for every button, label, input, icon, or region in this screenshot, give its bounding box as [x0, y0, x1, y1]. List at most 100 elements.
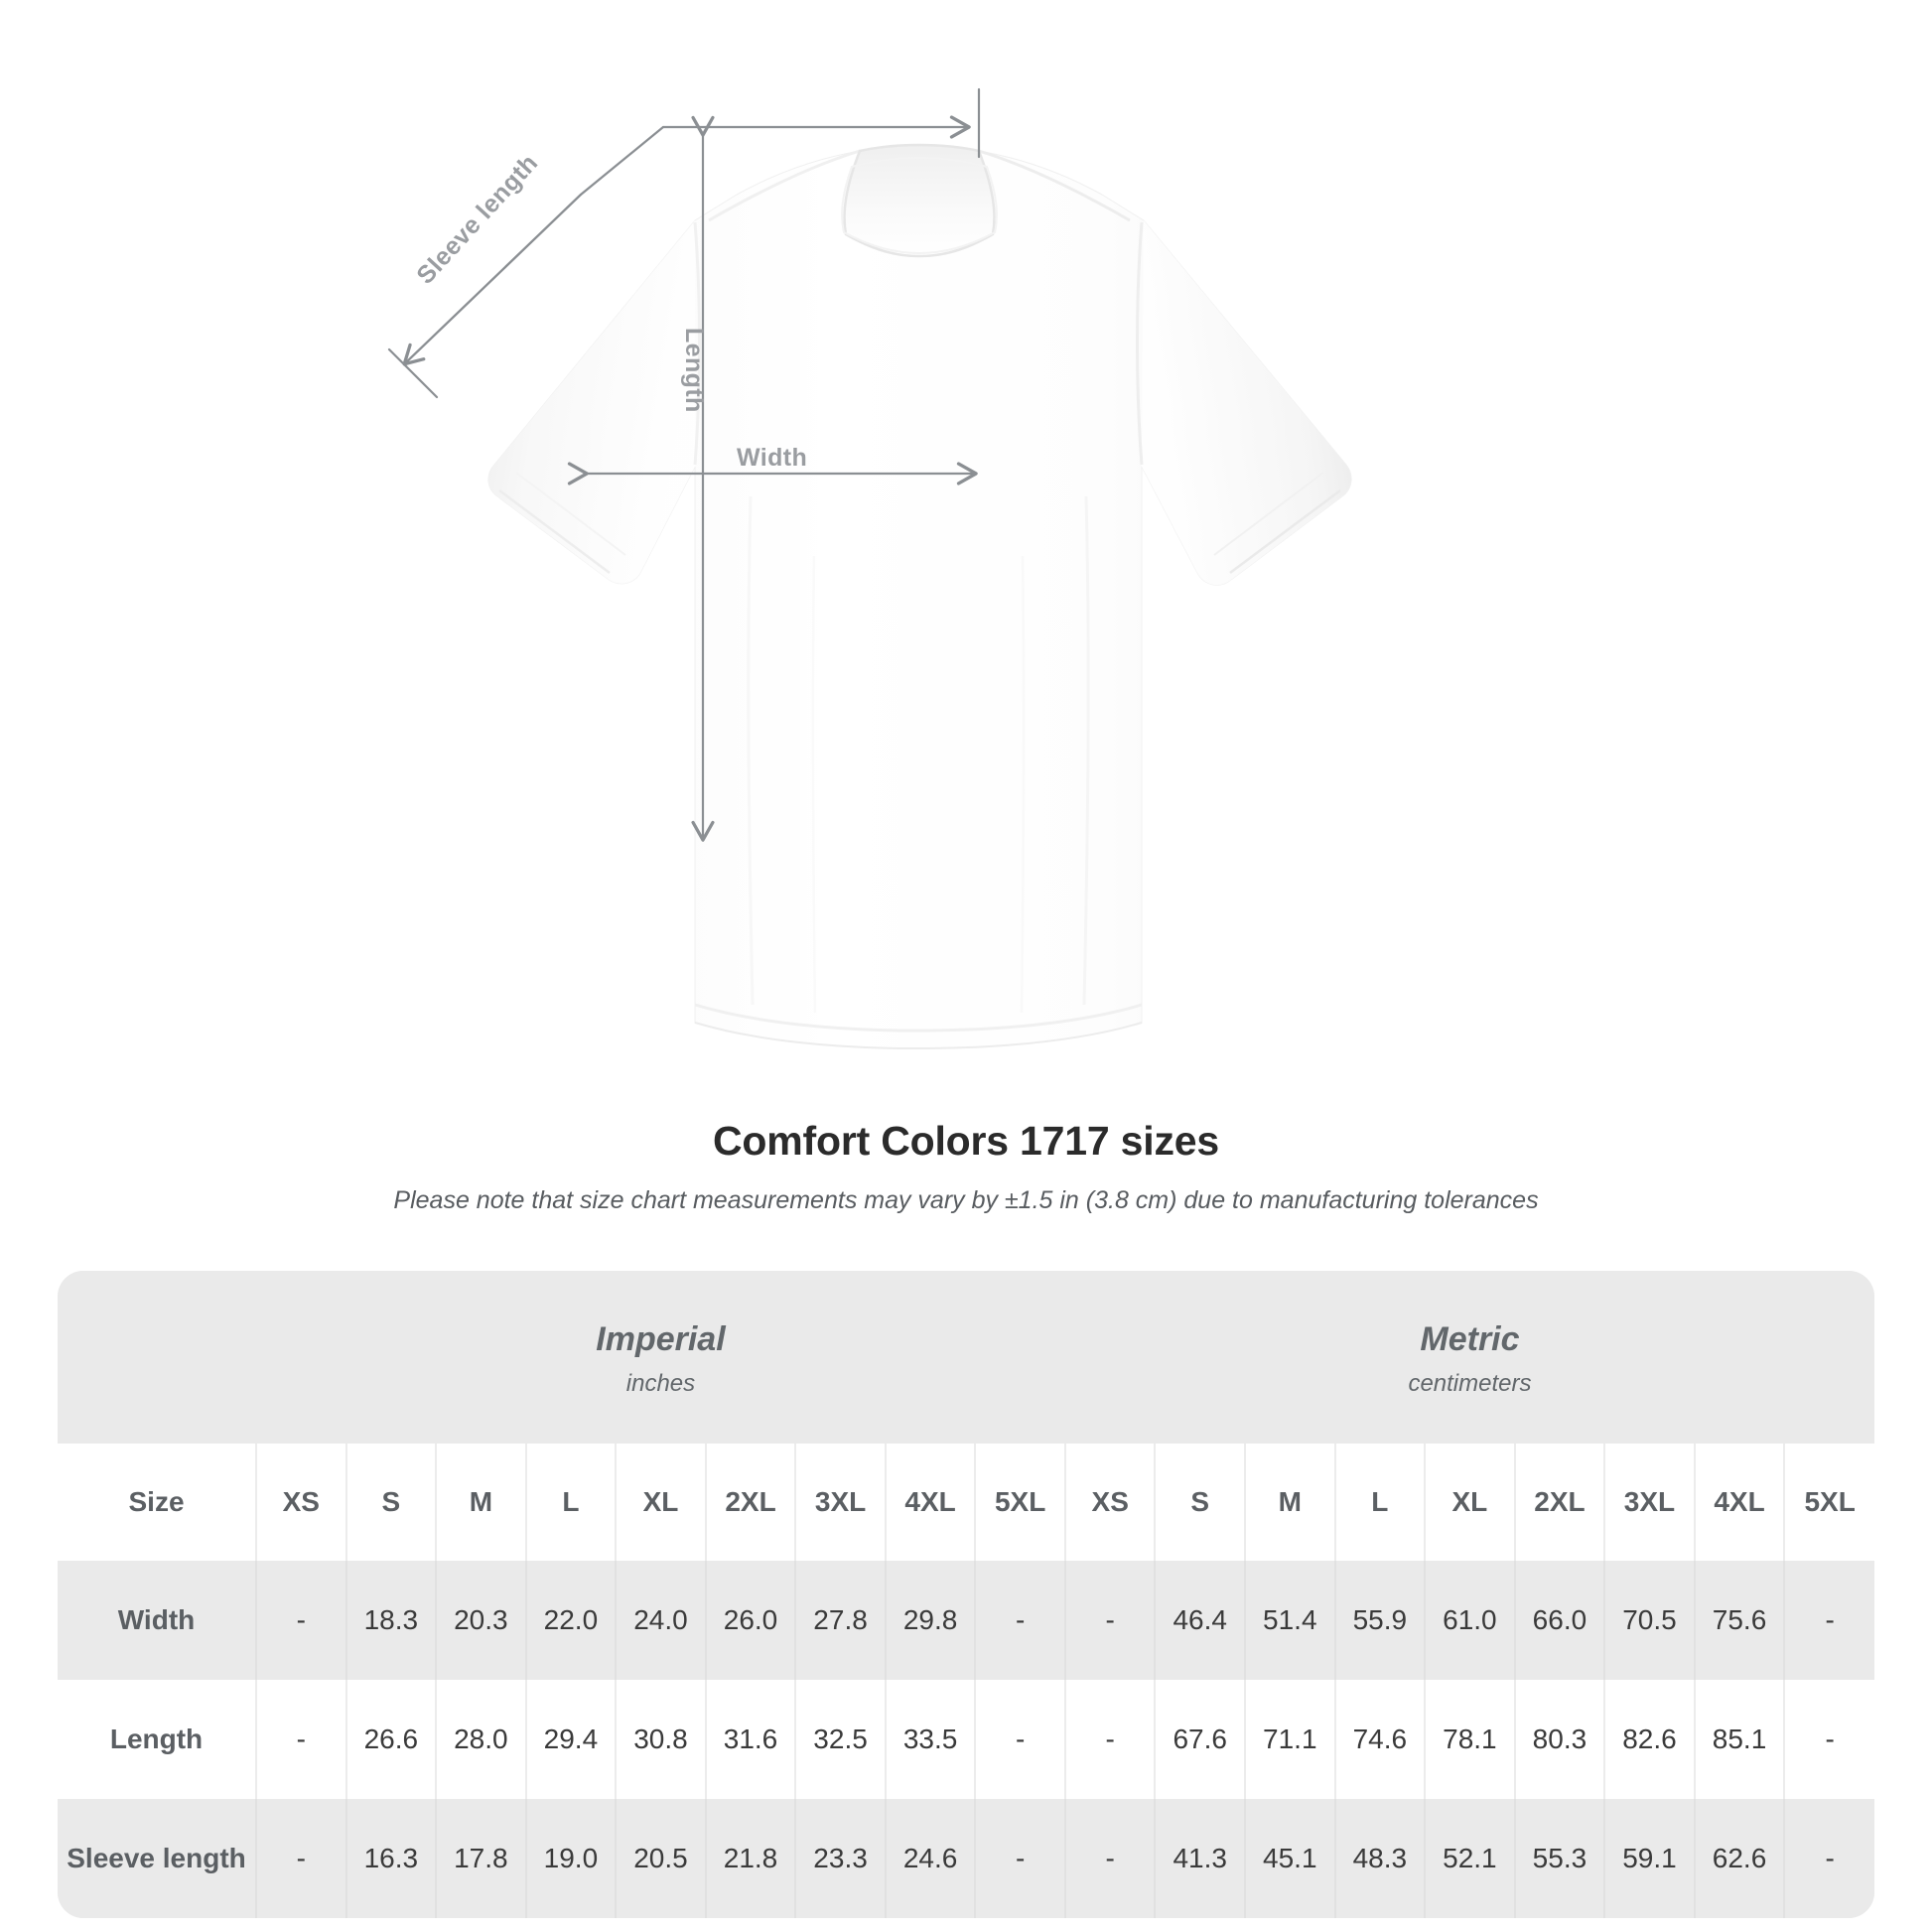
measurement-cell: -	[1783, 1680, 1874, 1799]
size-header-cell: XS	[255, 1444, 346, 1561]
measurement-cell: 29.4	[524, 1680, 617, 1799]
tshirt-body-shape	[487, 143, 1352, 1050]
measurement-cell: -	[1783, 1561, 1874, 1680]
measurement-cell: 27.8	[794, 1561, 886, 1680]
unit-subtitle: centimeters	[1408, 1369, 1532, 1397]
measurement-cell: -	[974, 1561, 1065, 1680]
tolerance-note: Please note that size chart measurements…	[393, 1186, 1539, 1214]
measurement-cell: 17.8	[435, 1799, 526, 1918]
size-header-cell: 5XL	[974, 1444, 1065, 1561]
measurement-cell: -	[255, 1561, 346, 1680]
unit-row-spacer	[58, 1271, 256, 1444]
measurement-cell: -	[974, 1799, 1065, 1918]
measurement-cell: -	[255, 1799, 346, 1918]
size-table-container: Imperial inches Metric centimeters Size XS S M L…	[58, 1271, 1874, 1918]
measurement-cell: -	[1063, 1799, 1156, 1918]
measurement-cell: 66.0	[1513, 1561, 1605, 1680]
measurement-cell: 82.6	[1603, 1680, 1695, 1799]
measurement-cell: 71.1	[1244, 1680, 1335, 1799]
width-dimension-label: Width	[737, 444, 808, 472]
table-row: Width -18.3 20.3 22.0 24.0 26.0 27.8 29.8- -46.4…	[58, 1561, 1874, 1680]
measurement-cell: 32.5	[794, 1680, 886, 1799]
size-header-cell: XL	[615, 1444, 706, 1561]
size-header-cell: XS	[1063, 1444, 1156, 1561]
length-dimension-label: Length	[680, 328, 708, 413]
measurement-cell: 48.3	[1333, 1799, 1426, 1918]
measurement-cell: 26.6	[345, 1680, 437, 1799]
measurement-cell: 28.0	[435, 1680, 526, 1799]
measurement-cell: 24.0	[615, 1561, 706, 1680]
measurement-cell: 41.3	[1154, 1799, 1246, 1918]
size-header-cell: L	[1333, 1444, 1426, 1561]
size-header-cell: 3XL	[794, 1444, 886, 1561]
measurement-cell: 52.1	[1424, 1799, 1515, 1918]
measurement-cell: 67.6	[1154, 1680, 1246, 1799]
measurement-cell: 33.5	[884, 1680, 976, 1799]
measurement-cell: -	[255, 1680, 346, 1799]
sleeve-end-tick	[387, 347, 439, 399]
measurement-cell: 30.8	[615, 1680, 706, 1799]
measurement-cell: 19.0	[524, 1799, 617, 1918]
unit-header-imperial: Imperial inches	[256, 1271, 1065, 1444]
measurement-cell: 22.0	[524, 1561, 617, 1680]
measurement-cell: 51.4	[1244, 1561, 1335, 1680]
unit-name: Metric	[1420, 1320, 1520, 1359]
page-title: Comfort Colors 1717 sizes	[713, 1118, 1219, 1164]
tshirt-illustration	[387, 87, 1352, 1050]
measurement-cell: 55.3	[1513, 1799, 1605, 1918]
measurement-cell: 61.0	[1424, 1561, 1515, 1680]
size-table: Imperial inches Metric centimeters Size XS S M L…	[58, 1271, 1874, 1918]
measurement-cell: 20.3	[435, 1561, 526, 1680]
measurement-cell: 70.5	[1603, 1561, 1695, 1680]
measurement-annotations	[387, 87, 981, 842]
measurement-cell: 62.6	[1693, 1799, 1785, 1918]
size-header-row: Size XS S M L XL 2XL 3XL 4XL 5XL XS S M L XL 2XL 3XL 4XL 5…	[58, 1444, 1874, 1561]
measurement-cell: 75.6	[1693, 1561, 1785, 1680]
unit-subtitle: inches	[625, 1369, 696, 1397]
unit-header-metric: Metric centimeters	[1064, 1271, 1874, 1444]
size-header-cell: S	[1154, 1444, 1246, 1561]
measurement-cell: 55.9	[1333, 1561, 1426, 1680]
size-header-cell: 3XL	[1603, 1444, 1695, 1561]
sleeve-length-arrow	[402, 193, 583, 366]
measurement-cell: -	[1063, 1680, 1156, 1799]
measurement-cell: 21.8	[704, 1799, 796, 1918]
measurement-cell: 16.3	[345, 1799, 437, 1918]
measurement-cell: 46.4	[1154, 1561, 1246, 1680]
title-block: Comfort Colors 1717 sizes Please note th…	[0, 1118, 1932, 1215]
size-header-cell: M	[435, 1444, 526, 1561]
measurement-cell: 74.6	[1333, 1680, 1426, 1799]
measurement-cell: 29.8	[884, 1561, 976, 1680]
size-header-label: Size	[58, 1444, 256, 1561]
measurement-cell: -	[974, 1680, 1065, 1799]
measurement-cell: 20.5	[615, 1799, 706, 1918]
size-header-cell: 4XL	[1693, 1444, 1785, 1561]
table-row: Length -26.6 28.0 29.4 30.8 31.6 32.5 33.5- -67.…	[58, 1680, 1874, 1799]
measurement-cell: 23.3	[794, 1799, 886, 1918]
size-header-cell: XL	[1424, 1444, 1515, 1561]
measurement-cell: 26.0	[704, 1561, 796, 1680]
measurement-cell: 24.6	[884, 1799, 976, 1918]
unit-header-row: Imperial inches Metric centimeters	[58, 1271, 1874, 1444]
measurement-cell: -	[1063, 1561, 1156, 1680]
row-label: Width	[58, 1561, 256, 1680]
measurement-cell: 31.6	[704, 1680, 796, 1799]
measurement-cell: -	[1783, 1799, 1874, 1918]
size-header-cell: 5XL	[1783, 1444, 1874, 1561]
row-label: Sleeve length	[58, 1799, 256, 1918]
size-header-cell: 2XL	[704, 1444, 796, 1561]
size-header-cell: L	[524, 1444, 617, 1561]
size-header-cell: 2XL	[1513, 1444, 1605, 1561]
measurement-cell: 78.1	[1424, 1680, 1515, 1799]
measurement-cell: 59.1	[1603, 1799, 1695, 1918]
size-header-cell: M	[1244, 1444, 1335, 1561]
row-label: Length	[58, 1680, 256, 1799]
measurement-cell: 45.1	[1244, 1799, 1335, 1918]
table-row: Sleeve length -16.3 17.8 19.0 20.5 21.8 23.3 24…	[58, 1799, 1874, 1918]
tshirt-diagram: Sleeve length Length Width	[387, 87, 1352, 1050]
measurement-cell: 80.3	[1513, 1680, 1605, 1799]
size-header-cell: S	[345, 1444, 437, 1561]
unit-name: Imperial	[596, 1320, 726, 1359]
measurement-cell: 18.3	[345, 1561, 437, 1680]
